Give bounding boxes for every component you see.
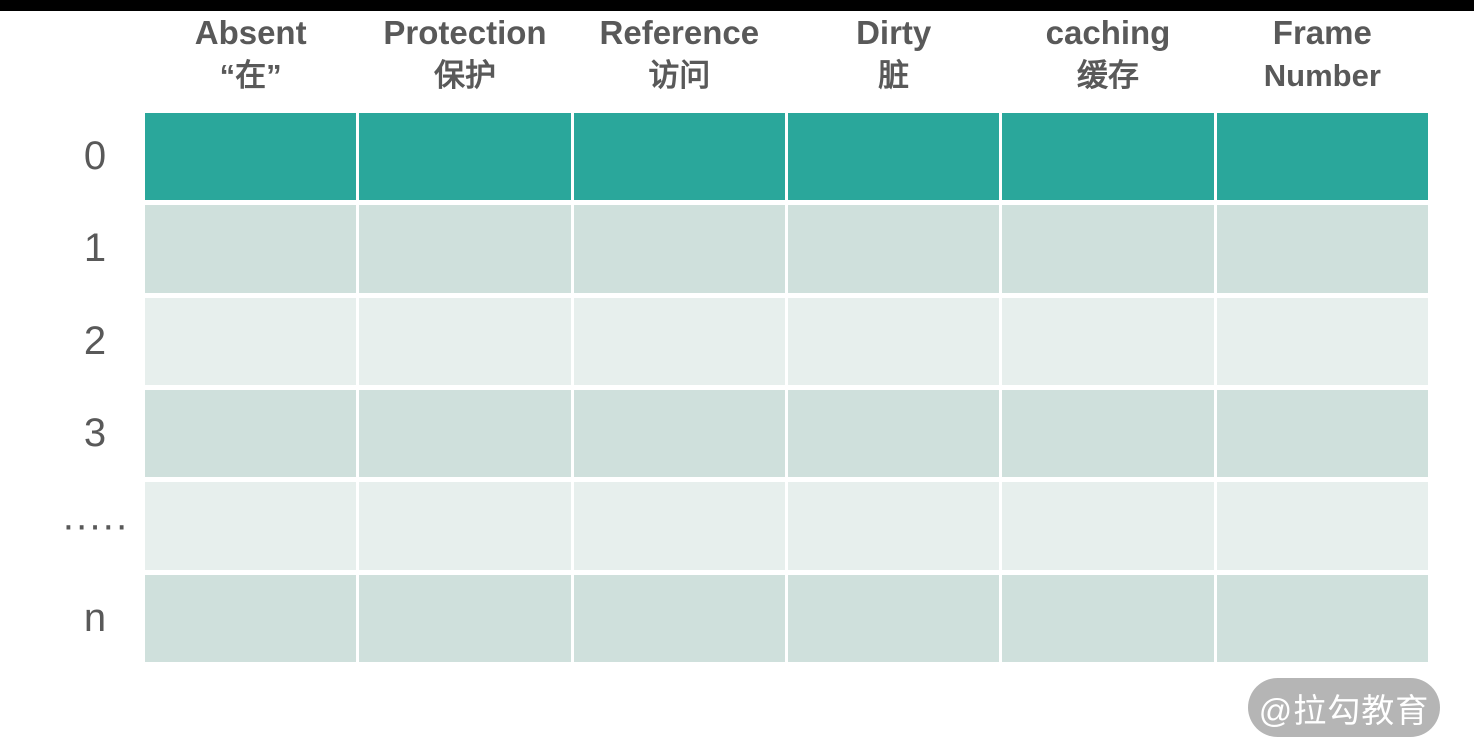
table-cell-r4-c1 xyxy=(359,482,571,570)
row-label-n: n xyxy=(83,595,107,640)
header-frame-number-line1: Frame xyxy=(1272,14,1372,51)
row-label-ellipsis: ····· xyxy=(61,503,129,548)
table-cell-r3-c4 xyxy=(1002,390,1214,478)
header-caching-zh: 缓存 xyxy=(1076,58,1139,93)
header-caching-en: caching xyxy=(1045,14,1171,51)
header-reference-en: Reference xyxy=(599,14,760,51)
table-cell-r0-c1 xyxy=(359,113,571,201)
header-dirty: Dirty 脏 xyxy=(788,10,999,96)
watermark: @拉勾教育 xyxy=(1248,678,1440,737)
table-cell-r1-c3 xyxy=(787,205,1000,293)
table-cell-r4-c0 xyxy=(145,482,357,570)
table-cell-r5-c2 xyxy=(573,574,785,662)
table-cell-r5-c4 xyxy=(1002,574,1214,662)
table-cell-r5-c0 xyxy=(145,574,357,662)
header-absent-en: Absent xyxy=(194,14,307,51)
table-cell-r2-c0 xyxy=(145,297,357,385)
header-dirty-en: Dirty xyxy=(856,14,932,51)
page-table-grid xyxy=(145,113,1428,662)
table-cell-r4-c3 xyxy=(787,482,1000,570)
header-reference-zh: 访问 xyxy=(648,58,711,93)
table-cell-r4-c5 xyxy=(1216,482,1428,570)
table-cell-r4-c4 xyxy=(1002,482,1214,570)
table-cell-r0-c3 xyxy=(787,113,1000,201)
header-protection-zh: 保护 xyxy=(433,58,496,93)
header-absent-zh: “在” xyxy=(219,58,282,93)
header-frame-number: Frame Number xyxy=(1217,10,1428,96)
table-cell-r5-c3 xyxy=(787,574,1000,662)
table-cell-r0-c5 xyxy=(1216,113,1428,201)
table-cell-r0-c0 xyxy=(145,113,357,201)
table-cell-r1-c0 xyxy=(145,205,357,293)
row-label-1: 1 xyxy=(83,226,107,271)
table-cell-r3-c2 xyxy=(573,390,785,478)
table-cell-r3-c5 xyxy=(1216,390,1428,478)
row-label-3: 3 xyxy=(83,411,107,456)
table-cell-r5-c5 xyxy=(1216,574,1428,662)
header-reference: Reference 访问 xyxy=(574,10,785,96)
table-cell-r2-c5 xyxy=(1216,297,1428,385)
table-cell-r1-c1 xyxy=(359,205,571,293)
row-labels: 0 1 2 3 ····· n xyxy=(0,113,145,662)
header-protection-en: Protection xyxy=(383,14,547,51)
table-cell-r1-c4 xyxy=(1002,205,1214,293)
watermark-label: @拉勾教育 xyxy=(1258,691,1430,729)
header-protection: Protection 保护 xyxy=(359,10,570,96)
table-cell-r2-c4 xyxy=(1002,297,1214,385)
table-cell-r4-c2 xyxy=(573,482,785,570)
header-absent: Absent “在” xyxy=(145,10,356,96)
table-cell-r3-c0 xyxy=(145,390,357,478)
table-cell-r2-c3 xyxy=(787,297,1000,385)
header-dirty-zh: 脏 xyxy=(878,58,910,93)
table-cell-r3-c1 xyxy=(359,390,571,478)
table-cell-r3-c3 xyxy=(787,390,1000,478)
table-cell-r2-c1 xyxy=(359,297,571,385)
row-label-2: 2 xyxy=(83,318,107,363)
table-cell-r2-c2 xyxy=(573,297,785,385)
table-cell-r0-c2 xyxy=(573,113,785,201)
top-bar xyxy=(0,0,1474,11)
table-cell-r5-c1 xyxy=(359,574,571,662)
row-label-0: 0 xyxy=(83,134,107,179)
header-caching: caching 缓存 xyxy=(1002,10,1213,96)
table-cell-r1-c2 xyxy=(573,205,785,293)
table-cell-r1-c5 xyxy=(1216,205,1428,293)
column-headers: Absent “在” Protection 保护 Reference 访问 Di… xyxy=(145,10,1428,96)
header-frame-number-line2: Number xyxy=(1263,58,1381,93)
table-cell-r0-c4 xyxy=(1002,113,1214,201)
